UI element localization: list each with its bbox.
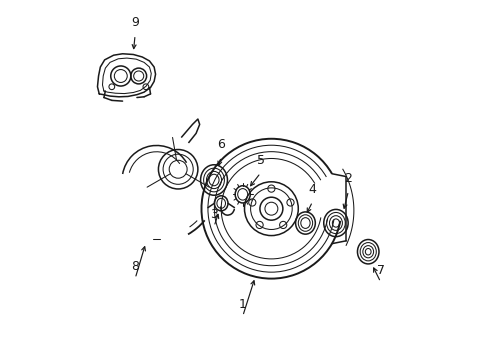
Text: 2: 2 xyxy=(344,172,352,185)
Text: 1: 1 xyxy=(238,298,246,311)
Text: 6: 6 xyxy=(217,138,224,151)
Text: 7: 7 xyxy=(376,264,384,277)
Text: 5: 5 xyxy=(256,154,264,167)
Text: 8: 8 xyxy=(131,260,139,273)
Text: 3: 3 xyxy=(210,208,218,221)
Text: 4: 4 xyxy=(308,183,316,196)
Text: 9: 9 xyxy=(131,17,139,30)
